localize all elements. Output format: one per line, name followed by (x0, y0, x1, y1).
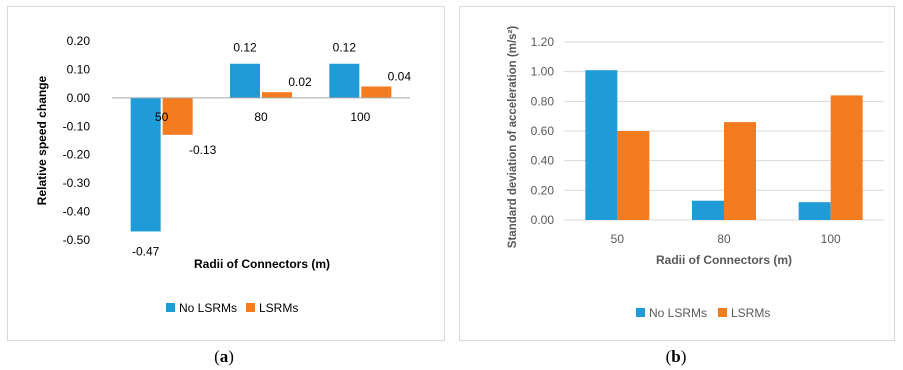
caption-a: (a) (214, 347, 234, 366)
bar-lsrms-50 (162, 97, 193, 135)
chart-a-svg: 0.20 0.10 0.00 -0.10 -0.20 -0.30 -0.40 -0.50 Rel… (35, 34, 412, 315)
y-tick-label: 0.20 (67, 34, 91, 48)
y-tick-label: 1.00 (531, 65, 555, 79)
legend-label-lsrms: LSRMs (731, 306, 770, 320)
bar-no-lsrms-80 (692, 200, 724, 220)
x-tick-label-50: 50 (155, 110, 169, 124)
y-tick-label: -0.50 (63, 233, 91, 247)
x-axis-title: Radii of Connectors (m) (656, 253, 792, 267)
data-label: 0.04 (388, 69, 412, 83)
data-label: 0.12 (233, 41, 257, 55)
y-tick-label: 0.10 (67, 62, 91, 76)
y-tick-label: -0.10 (63, 119, 91, 133)
data-label: -0.13 (189, 143, 217, 157)
x-tick-label-80: 80 (254, 110, 268, 124)
y-tick-label: -0.30 (63, 176, 91, 190)
chart-panel-a: 0.20 0.10 0.00 -0.10 -0.20 -0.30 -0.40 -0.50 Rel… (7, 6, 445, 341)
y-tick-label: -0.20 (63, 148, 91, 162)
y-axis-title: Relative speed change (35, 75, 49, 205)
x-tick-label-100: 100 (821, 232, 841, 246)
bar-lsrms-80 (262, 92, 292, 98)
y-tick-label: 0.40 (531, 154, 555, 168)
x-tick-label-100: 100 (350, 110, 370, 124)
legend-swatch-lsrms (718, 308, 727, 317)
bar-lsrms-80 (724, 122, 756, 220)
bar-no-lsrms-100 (329, 63, 360, 98)
legend-swatch-no-lsrms (166, 303, 175, 312)
y-tick-label: -0.40 (63, 205, 91, 219)
y-tick-label: 0.00 (67, 91, 91, 105)
x-axis-title: Radii of Connectors (m) (194, 257, 330, 271)
legend-swatch-no-lsrms (636, 308, 645, 317)
legend-label-no-lsrms: No LSRMs (179, 301, 237, 315)
y-tick-label: 0.20 (531, 183, 555, 197)
y-tick-label: 0.00 (531, 213, 555, 227)
y-tick-label: 1.20 (531, 35, 555, 49)
bar-lsrms-50 (617, 131, 650, 220)
y-tick-label: 0.80 (531, 94, 555, 108)
data-label: 0.12 (333, 41, 357, 55)
bar-lsrms-100 (830, 95, 863, 220)
chart-panel-b: 1.20 1.00 0.80 0.60 0.40 0.20 0.00 Standard dev… (459, 6, 895, 341)
x-tick-label-50: 50 (611, 232, 625, 246)
bar-no-lsrms-50 (585, 70, 618, 220)
bar-no-lsrms-80 (230, 63, 260, 98)
caption-b: (b) (665, 347, 687, 366)
data-label: 0.02 (288, 75, 312, 89)
legend-label-no-lsrms: No LSRMs (649, 306, 707, 320)
chart-b-svg: 1.20 1.00 0.80 0.60 0.40 0.20 0.00 Standard dev… (507, 26, 884, 320)
legend-swatch-lsrms (246, 303, 255, 312)
bar-no-lsrms-100 (798, 202, 831, 220)
bar-no-lsrms-50 (130, 97, 161, 232)
y-tick-label: 0.60 (531, 124, 555, 138)
y-axis-title: Standard deviation of acceleration (m/s²… (507, 26, 519, 249)
legend-label-lsrms: LSRMs (259, 301, 298, 315)
x-tick-label-80: 80 (717, 232, 731, 246)
bar-lsrms-100 (361, 86, 392, 98)
data-label: -0.47 (132, 244, 160, 258)
